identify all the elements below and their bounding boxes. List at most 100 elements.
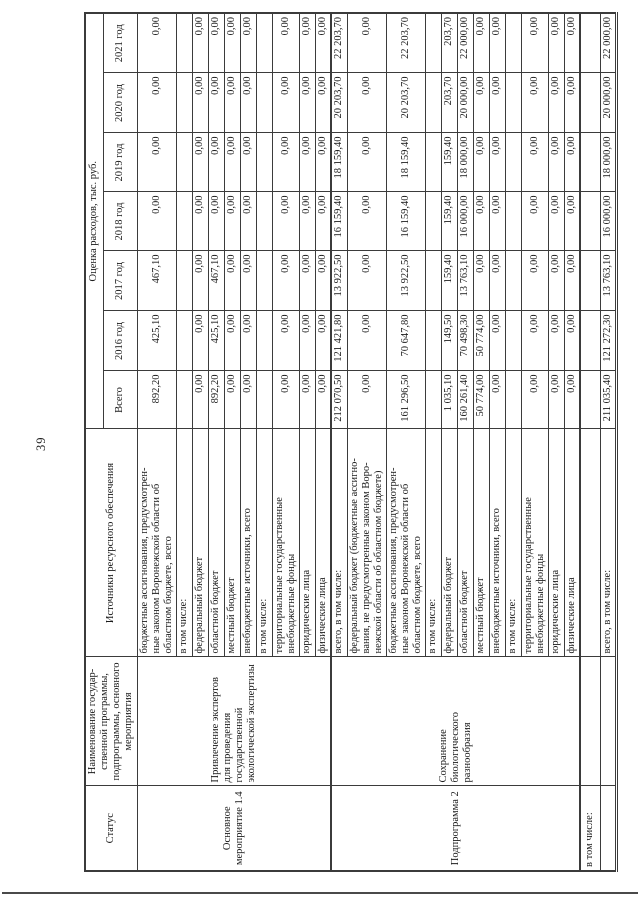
value-cell: 0,00	[272, 371, 299, 429]
status-cell	[600, 786, 616, 871]
value-cell: 0,00	[224, 12, 240, 73]
sources-column-header: Источники ресурсного обеспечения	[85, 429, 137, 657]
value-cell: 0,00	[548, 133, 564, 192]
source-cell: внебюджетные источники, всего	[489, 429, 505, 657]
value-cell: 0,00	[240, 73, 256, 133]
table-row: всего, в том числе: 211 035,40 121 272,30 1…	[600, 12, 616, 871]
source-cell: местный бюджет	[224, 429, 240, 657]
value-cell	[176, 251, 192, 311]
value-cell: 0,00	[192, 192, 208, 251]
value-cell: 0,00	[272, 133, 299, 192]
value-cell: 0,00	[521, 133, 548, 192]
value-cell: 159,40	[441, 251, 457, 311]
value-cell: 0,00	[548, 73, 564, 133]
value-cell: 0,00	[137, 12, 176, 73]
value-cell: 0,00	[315, 251, 331, 311]
value-cell: 0,00	[224, 311, 240, 371]
value-cell	[176, 192, 192, 251]
value-cell: 0,00	[208, 73, 224, 133]
value-cell: 13 922,50	[386, 251, 425, 311]
value-cell: 22 000,00	[457, 12, 473, 73]
source-cell: юридические лица	[299, 429, 315, 657]
value-cell: 0,00	[240, 251, 256, 311]
value-cell: 20 203,70	[331, 73, 347, 133]
value-cell: 0,00	[224, 371, 240, 429]
year-column-header: Всего	[103, 371, 137, 429]
source-cell: юридические лица	[548, 429, 564, 657]
value-cell: 0,00	[564, 192, 580, 251]
value-cell	[256, 12, 272, 73]
value-cell: 0,00	[473, 133, 489, 192]
value-cell	[580, 371, 600, 429]
status-cell: Подпрограмма 2	[331, 786, 580, 871]
value-cell: 0,00	[548, 251, 564, 311]
name-cell	[600, 657, 616, 786]
value-cell: 0,00	[208, 192, 224, 251]
value-cell: 0,00	[347, 133, 386, 192]
name-cell	[580, 657, 600, 786]
value-cell: 0,00	[315, 311, 331, 371]
value-cell: 0,00	[347, 192, 386, 251]
value-cell: 0,00	[240, 12, 256, 73]
source-cell: бюджетные ассигнования, предусмотрен- ны…	[386, 429, 425, 657]
value-cell: 20 000,00	[600, 73, 616, 133]
source-cell: в том числе:	[425, 429, 441, 657]
value-cell: 0,00	[564, 73, 580, 133]
value-cell	[425, 133, 441, 192]
value-cell: 0,00	[489, 12, 505, 73]
value-cell: 0,00	[137, 73, 176, 133]
year-column-header: 2019 год	[103, 133, 137, 192]
name-cell: Сохранение биологического разнообразия	[331, 657, 580, 786]
source-cell: бюджетные ассигнования, предусмотрен- ны…	[137, 429, 176, 657]
value-cell: 425,10	[137, 311, 176, 371]
value-cell: 0,00	[473, 12, 489, 73]
value-cell: 892,20	[137, 371, 176, 429]
value-cell: 70 498,30	[457, 311, 473, 371]
value-cell: 0,00	[564, 12, 580, 73]
value-cell: 0,00	[240, 311, 256, 371]
value-cell	[425, 12, 441, 73]
value-cell: 0,00	[521, 311, 548, 371]
name-column-header: Наименование государ- ственной программы…	[85, 657, 137, 786]
budget-table: Статус Наименование государ- ственной пр…	[84, 11, 618, 872]
source-cell: территориальные государственные внебюдже…	[521, 429, 548, 657]
value-cell: 0,00	[240, 133, 256, 192]
source-cell: федеральный бюджет	[441, 429, 457, 657]
costs-group-header: Оценка расходов, тыс. руб.	[85, 12, 103, 429]
value-cell: 0,00	[489, 311, 505, 371]
name-cell: Привлечение экспертов для проведения гос…	[137, 657, 331, 786]
value-cell: 0,00	[548, 12, 564, 73]
value-cell: 467,10	[137, 251, 176, 311]
value-cell: 13 922,50	[331, 251, 347, 311]
value-cell: 0,00	[521, 192, 548, 251]
status-cell: Основное мероприятие 1.4	[137, 786, 331, 871]
value-cell: 0,00	[564, 251, 580, 311]
value-cell: 18 000,00	[600, 133, 616, 192]
value-cell: 203,70	[441, 73, 457, 133]
value-cell	[580, 133, 600, 192]
value-cell: 0,00	[272, 311, 299, 371]
value-cell: 0,00	[137, 133, 176, 192]
table-row: Подпрограмма 2 Сохранение биологического …	[331, 12, 580, 871]
value-cell: 0,00	[347, 311, 386, 371]
table-row: в том числе:	[580, 12, 600, 871]
value-cell: 0,00	[347, 251, 386, 311]
value-cell: 0,00	[489, 133, 505, 192]
value-cell: 0,00	[564, 133, 580, 192]
value-cell: 50 774,00	[473, 371, 489, 429]
value-cell: 0,00	[299, 12, 315, 73]
value-cell: 0,00	[489, 251, 505, 311]
value-cell: 892,20	[208, 371, 224, 429]
value-cell: 0,00	[240, 371, 256, 429]
value-cell: 0,00	[272, 251, 299, 311]
value-cell: 0,00	[548, 311, 564, 371]
value-cell: 0,00	[299, 371, 315, 429]
value-cell	[256, 251, 272, 311]
value-cell	[580, 73, 600, 133]
value-cell: 13 763,10	[457, 251, 473, 311]
table-header: Статус Наименование государ- ственной пр…	[85, 12, 137, 871]
value-cell: 160 261,40	[457, 371, 473, 429]
value-cell: 0,00	[548, 371, 564, 429]
value-cell: 0,00	[137, 192, 176, 251]
source-cell: федеральный бюджет	[192, 429, 208, 657]
